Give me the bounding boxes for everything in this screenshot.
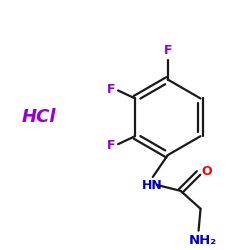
Text: HN: HN [142, 179, 162, 192]
Text: F: F [107, 83, 115, 96]
Text: F: F [164, 44, 172, 57]
Text: NH₂: NH₂ [188, 234, 216, 247]
Text: F: F [107, 139, 115, 152]
Text: O: O [202, 164, 212, 177]
Text: HCl: HCl [21, 108, 56, 126]
